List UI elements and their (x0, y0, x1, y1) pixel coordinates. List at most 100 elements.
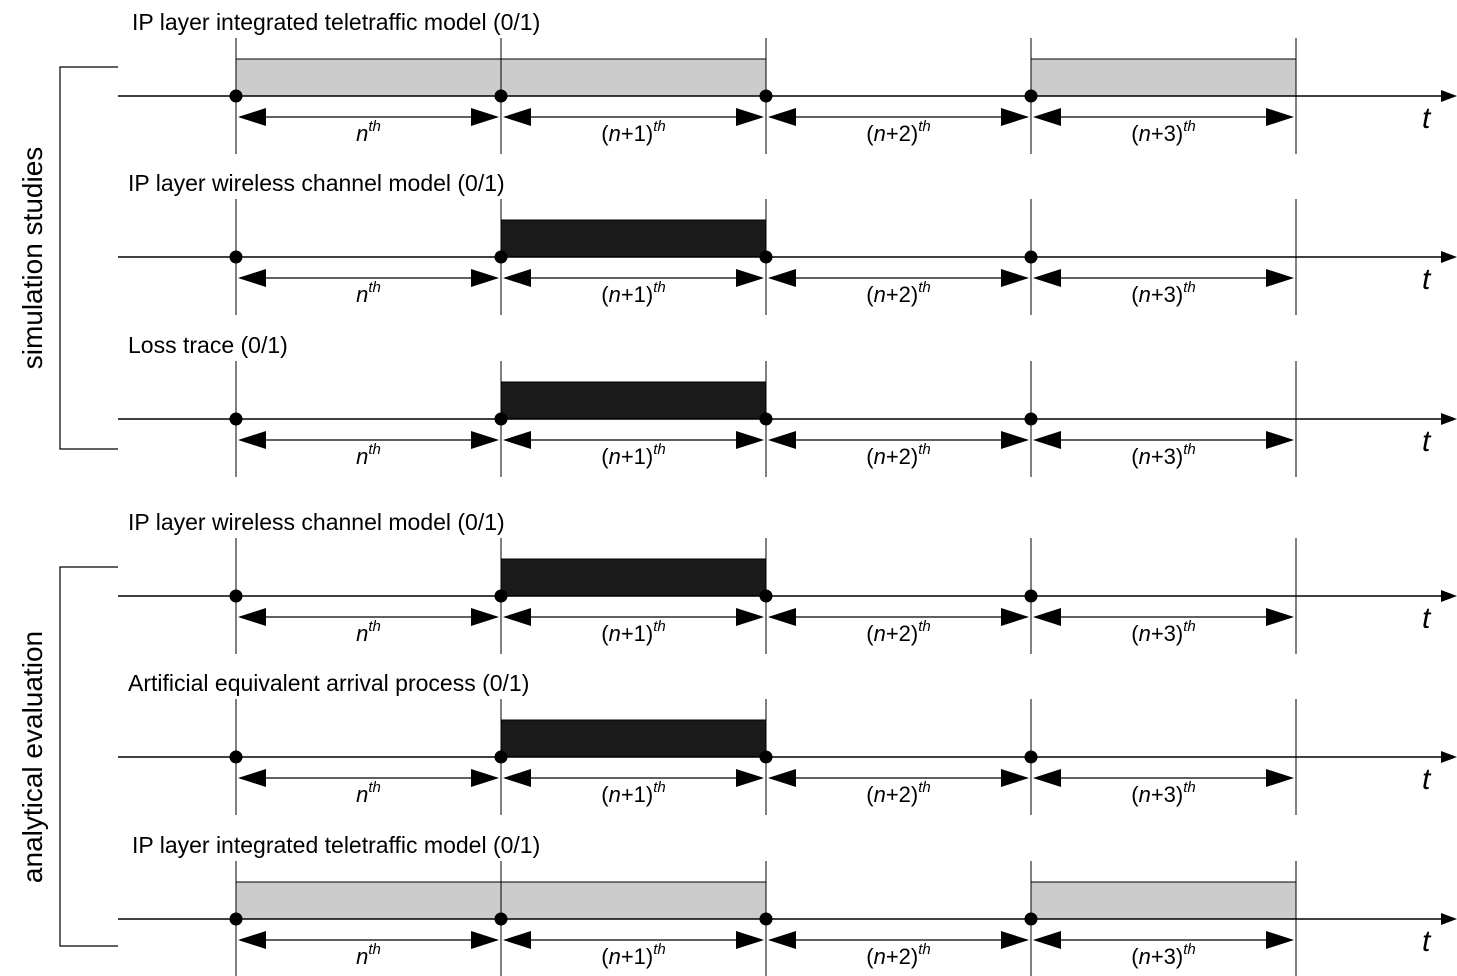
interval-arrowhead-left (768, 769, 796, 787)
interval-arrowhead-left (768, 931, 796, 949)
interval-arrowhead-left (768, 269, 796, 287)
interval-arrowhead-left (1033, 108, 1061, 126)
event-dot (229, 89, 243, 103)
event-dot (1024, 750, 1038, 764)
time-axis-label: t (1422, 763, 1432, 796)
timeline: IP layer integrated teletraffic model (0… (118, 832, 1457, 976)
timeline-title: IP layer wireless channel model (0/1) (128, 509, 505, 535)
interval-arrowhead-right (736, 431, 764, 449)
interval-label: nth (356, 941, 381, 969)
interval-arrowhead-right (736, 269, 764, 287)
interval-arrowhead-right (471, 931, 499, 949)
interval-label: nth (356, 441, 381, 469)
interval-label: (n+3)th (1131, 441, 1196, 469)
time-axis-arrowhead (1441, 751, 1457, 763)
interval-arrowhead-left (768, 608, 796, 626)
event-dot (229, 750, 243, 764)
interval-label: (n+2)th (866, 441, 931, 469)
interval-arrowhead-right (471, 269, 499, 287)
interval-label: nth (356, 279, 381, 307)
interval-label: (n+1)th (601, 441, 666, 469)
event-dot (759, 412, 773, 426)
time-axis-label: t (1422, 602, 1432, 635)
event-dot (1024, 589, 1038, 603)
interval-label: (n+2)th (866, 118, 931, 146)
interval-label: nth (356, 118, 381, 146)
interval-label: (n+3)th (1131, 779, 1196, 807)
timeline-title: IP layer integrated teletraffic model (0… (132, 832, 540, 858)
event-dot (229, 412, 243, 426)
interval-label: nth (356, 618, 381, 646)
timeline: Loss trace (0/1) nth (n+1)th (n+2)th (n+3)th… (118, 332, 1457, 477)
interval-arrowhead-right (736, 931, 764, 949)
group-bracket (59, 566, 118, 947)
interval-arrowhead-left (503, 769, 531, 787)
interval-arrowhead-left (503, 431, 531, 449)
interval-label: (n+1)th (601, 941, 666, 969)
state-bar (235, 58, 502, 97)
state-bar (1030, 58, 1297, 97)
interval-arrowhead-right (1266, 269, 1294, 287)
event-dot (759, 750, 773, 764)
event-dot (1024, 250, 1038, 264)
interval-arrowhead-left (503, 608, 531, 626)
interval-arrowhead-left (1033, 608, 1061, 626)
time-axis-arrowhead (1441, 590, 1457, 602)
event-dot (494, 589, 508, 603)
time-axis-label: t (1422, 925, 1432, 958)
interval-arrowhead-left (1033, 269, 1061, 287)
timeline-title: Loss trace (0/1) (128, 332, 288, 358)
interval-arrowhead-right (1001, 608, 1029, 626)
timeline-title: IP layer integrated teletraffic model (0… (132, 9, 540, 35)
interval-arrowhead-left (503, 931, 531, 949)
timeline-title: IP layer wireless channel model (0/1) (128, 170, 505, 196)
interval-arrowhead-left (238, 108, 266, 126)
interval-arrowhead-right (736, 608, 764, 626)
interval-arrowhead-right (471, 769, 499, 787)
event-dot (494, 412, 508, 426)
group-label: analytical evaluation (17, 631, 48, 883)
interval-label: (n+3)th (1131, 941, 1196, 969)
interval-arrowhead-right (1001, 431, 1029, 449)
event-dot (229, 250, 243, 264)
group-bracket (59, 66, 118, 450)
group-label: simulation studies (17, 147, 48, 370)
state-bar (1030, 881, 1297, 920)
interval-arrowhead-right (1266, 608, 1294, 626)
time-axis-arrowhead (1441, 413, 1457, 425)
event-dot (759, 250, 773, 264)
interval-arrowhead-left (238, 269, 266, 287)
interval-arrowhead-left (503, 108, 531, 126)
time-axis-arrowhead (1441, 913, 1457, 925)
time-axis-label: t (1422, 102, 1432, 135)
event-dot (494, 250, 508, 264)
interval-arrowhead-right (1001, 931, 1029, 949)
event-dot (494, 89, 508, 103)
interval-label: (n+1)th (601, 779, 666, 807)
interval-arrowhead-right (1266, 931, 1294, 949)
interval-arrowhead-left (503, 269, 531, 287)
time-axis-arrowhead (1441, 251, 1457, 263)
state-bar (500, 219, 767, 258)
state-bar (500, 558, 767, 597)
state-bar (500, 719, 767, 758)
timeline: Artificial equivalent arrival process (0… (118, 670, 1457, 815)
event-dot (759, 589, 773, 603)
interval-label: nth (356, 779, 381, 807)
interval-arrowhead-right (1266, 769, 1294, 787)
event-dot (1024, 89, 1038, 103)
state-bar (500, 881, 767, 920)
event-dot (494, 750, 508, 764)
event-dot (229, 589, 243, 603)
interval-arrowhead-right (1266, 431, 1294, 449)
interval-label: (n+2)th (866, 779, 931, 807)
interval-arrowhead-left (238, 931, 266, 949)
interval-label: (n+1)th (601, 618, 666, 646)
interval-label: (n+3)th (1131, 618, 1196, 646)
event-dot (229, 912, 243, 926)
interval-label: (n+2)th (866, 941, 931, 969)
event-dot (759, 912, 773, 926)
interval-arrowhead-right (736, 769, 764, 787)
interval-arrowhead-right (1001, 108, 1029, 126)
